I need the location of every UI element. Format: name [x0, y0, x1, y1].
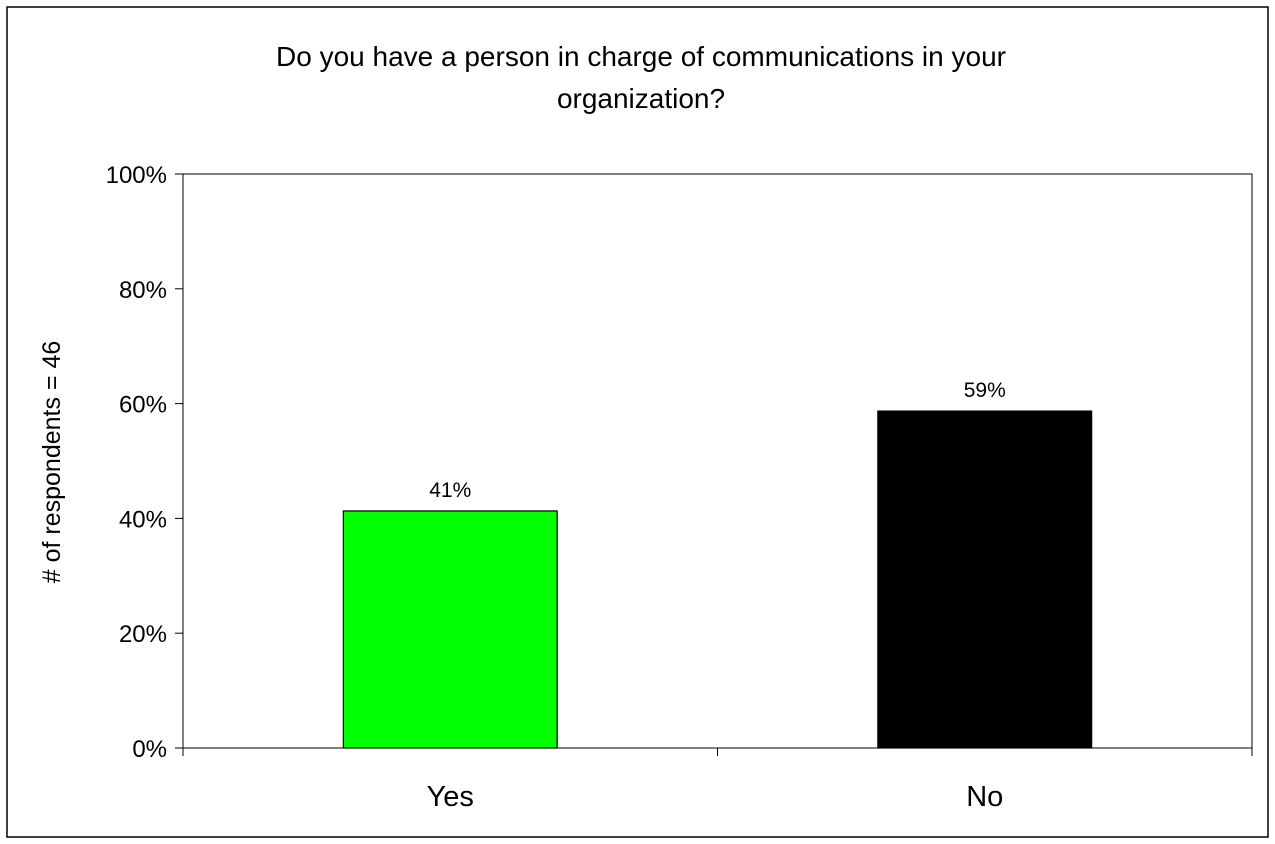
y-tick-label: 80% [119, 277, 167, 304]
data-label: 41% [429, 479, 471, 502]
y-tick-label: 100% [106, 162, 167, 189]
y-tick-label: 20% [119, 621, 167, 648]
bars [342, 410, 1093, 749]
x-category-label: No [966, 781, 1003, 813]
chart-title-line-2: organization? [557, 83, 725, 114]
chart-title-line-1: Do you have a person in charge of commun… [276, 41, 1006, 72]
y-tick-label: 40% [119, 506, 167, 533]
x-category-label: Yes [427, 781, 474, 813]
labels: 41% Yes 59% No [427, 379, 1006, 813]
y-tick-label: 0% [132, 736, 167, 763]
y-tick-label: 60% [119, 392, 167, 419]
y-axis: 0% 20% 40% 60% 80% 100% [106, 162, 1253, 763]
bar-no [877, 410, 1093, 749]
data-label: 59% [964, 379, 1006, 402]
bar-yes [342, 510, 558, 749]
y-axis-label: # of respondents = 46 [38, 341, 66, 584]
